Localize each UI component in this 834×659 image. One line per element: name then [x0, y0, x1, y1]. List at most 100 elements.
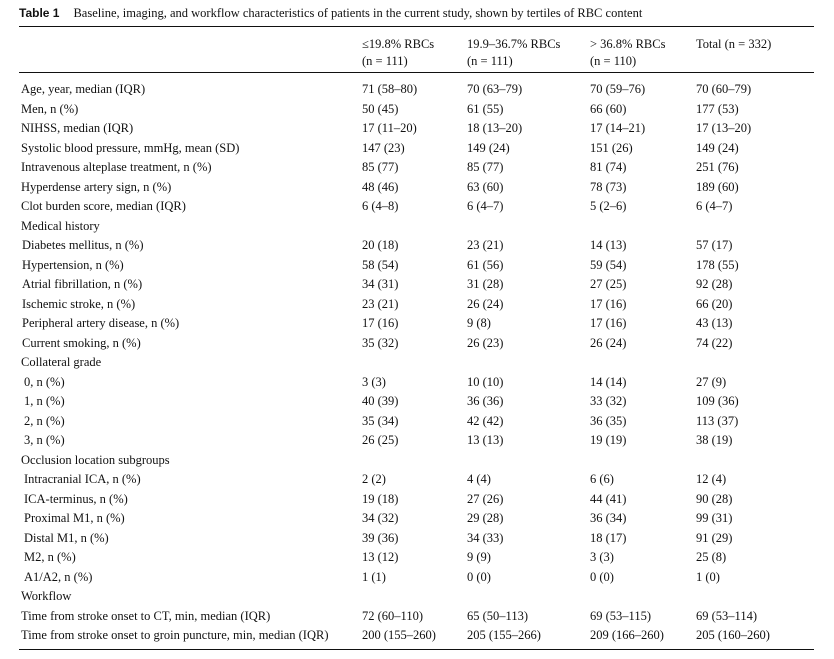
table-cell: 74 (22) — [696, 335, 733, 350]
top-rule — [19, 26, 814, 28]
table-row: Age, year, median (IQR) 71 (58–80) 70 (63–… — [0, 82, 834, 101]
table-cell: 20 (18) — [362, 238, 399, 252]
row-label: ICA-terminus, n (%) — [24, 491, 128, 506]
table-row: Time from stroke onset to CT, min, media… — [0, 609, 834, 628]
table-cell: 4 (4) — [467, 472, 491, 486]
table-cell: 34 (31) — [362, 277, 399, 291]
table-cell: 6 (4–7) — [467, 199, 504, 213]
table-row: 0, n (%) 3 (3) 10 (10) 14 (14) 27 (9) — [0, 375, 834, 394]
table-cell: 17 (16) — [590, 296, 627, 311]
row-label: Time from stroke onset to CT, min, media… — [21, 608, 271, 623]
table-cell: 17 (11–20) — [362, 121, 417, 135]
row-label: Intracranial ICA, n (%) — [24, 472, 141, 486]
table-cell: 0 (0) — [590, 569, 614, 584]
table-row: 2, n (%) 35 (34) 42 (42) 36 (35) 113 (37) — [0, 414, 834, 433]
table-cell: 109 (36) — [696, 394, 739, 408]
column-header-line2: (n = 110) — [590, 54, 637, 68]
table-row: Atrial fibrillation, n (%) 34 (31) 31 (28)… — [0, 277, 834, 296]
table-cell: 19 (18) — [362, 491, 399, 506]
table-cell: 1 (1) — [362, 569, 386, 584]
table-row: Hyperdense artery sign, n (%) 48 (46) 63 (… — [0, 180, 834, 199]
row-label: 2, n (%) — [24, 413, 65, 428]
table-cell: 27 (25) — [590, 277, 627, 291]
table-cell: 27 (26) — [467, 491, 504, 506]
table-row: Time from stroke onset to groin puncture… — [0, 628, 834, 647]
column-header-line2: (n = 111) — [467, 54, 513, 68]
column-header-line2: (n = 111) — [362, 54, 408, 68]
row-label: Atrial fibrillation, n (%) — [22, 277, 143, 291]
row-label: Diabetes mellitus, n (%) — [22, 238, 144, 252]
table-cell: 90 (28) — [696, 491, 733, 506]
table-cell: 91 (29) — [696, 530, 733, 545]
table-cell: 33 (32) — [590, 394, 627, 408]
row-label: M2, n (%) — [24, 550, 76, 564]
table-cell: 40 (39) — [362, 394, 399, 408]
table-caption: Table 1 Baseline, imaging, and workflow c… — [19, 6, 642, 21]
table-row: Peripheral artery disease, n (%) 17 (16) 9… — [0, 316, 834, 335]
table-row: Diabetes mellitus, n (%) 20 (18) 23 (21) 14… — [0, 238, 834, 257]
table-cell: 85 (77) — [467, 160, 504, 174]
row-label: Peripheral artery disease, n (%) — [22, 316, 180, 330]
header-rule — [19, 72, 814, 73]
table-cell: 99 (31) — [696, 511, 733, 525]
table-cell: 0 (0) — [467, 569, 491, 584]
row-label: NIHSS, median (IQR) — [21, 121, 134, 135]
table-cell: 13 (12) — [362, 550, 399, 564]
section-heading-row: Workflow — [0, 589, 834, 608]
table-row: Intracranial ICA, n (%) 2 (2) 4 (4) 6 (6) 12… — [0, 472, 834, 491]
table-cell: 2 (2) — [362, 472, 386, 486]
table-cell: 27 (9) — [696, 374, 727, 389]
table-cell: 12 (4) — [696, 472, 727, 486]
table-cell: 14 (13) — [590, 238, 627, 252]
row-label: 0, n (%) — [24, 374, 65, 389]
bottom-rule — [19, 649, 814, 651]
table-cell: 92 (28) — [696, 277, 733, 291]
table-cell: 38 (19) — [696, 433, 733, 447]
table-cell: 26 (24) — [590, 335, 627, 350]
table-cell: 71 (58–80) — [362, 82, 418, 96]
row-label: 1, n (%) — [24, 394, 65, 408]
column-header-tertile-1: ≤19.8% RBCs (n = 111) — [362, 36, 434, 70]
table-cell: 36 (36) — [467, 394, 504, 408]
table-label: Table 1 — [19, 6, 60, 20]
row-label: Distal M1, n (%) — [24, 530, 109, 545]
table-cell: 70 (60–79) — [696, 82, 752, 96]
table-cell: 251 (76) — [696, 160, 739, 174]
table-cell: 26 (25) — [362, 433, 399, 447]
table-cell: 10 (10) — [467, 374, 504, 389]
row-label: Current smoking, n (%) — [22, 335, 141, 350]
column-header-line1: ≤19.8% RBCs — [362, 37, 435, 51]
table-cell: 36 (35) — [590, 413, 627, 428]
table-cell: 70 (63–79) — [467, 82, 523, 96]
table-cell: 69 (53–114) — [696, 608, 757, 623]
table-cell: 3 (3) — [362, 374, 386, 389]
table-cell: 65 (50–113) — [467, 608, 528, 623]
table-row: 3, n (%) 26 (25) 13 (13) 19 (19) 38 (19) — [0, 433, 834, 452]
table-cell: 35 (32) — [362, 335, 399, 350]
row-label: Age, year, median (IQR) — [21, 82, 146, 96]
table-cell: 149 (24) — [696, 140, 739, 155]
table-row: Men, n (%) 50 (45) 61 (55) 66 (60) 177 (53) — [0, 102, 834, 121]
table-cell: 61 (56) — [467, 257, 504, 272]
table-cell: 17 (13–20) — [696, 121, 752, 135]
table-cell: 66 (20) — [696, 296, 733, 311]
table-cell: 18 (17) — [590, 530, 627, 545]
row-label: Men, n (%) — [21, 101, 79, 116]
column-header-line1: Total (n = 332) — [696, 37, 772, 51]
table-row: ICA-terminus, n (%) 19 (18) 27 (26) 44 (41)… — [0, 492, 834, 511]
table-cell: 34 (32) — [362, 511, 399, 525]
table-cell: 42 (42) — [467, 413, 504, 428]
table-cell: 13 (13) — [467, 433, 504, 447]
table-cell: 72 (60–110) — [362, 608, 423, 623]
table-cell: 189 (60) — [696, 179, 739, 194]
column-header-total: Total (n = 332) — [696, 36, 771, 53]
table-cell: 78 (73) — [590, 179, 627, 194]
table-cell: 9 (8) — [467, 316, 491, 330]
column-header-line1: > 36.8% RBCs — [590, 37, 666, 51]
table-cell: 3 (3) — [590, 550, 614, 564]
table-cell: 63 (60) — [467, 179, 504, 194]
table-row: M2, n (%) 13 (12) 9 (9) 3 (3) 25 (8) — [0, 550, 834, 569]
table-cell: 17 (16) — [362, 316, 399, 330]
table-cell: 36 (34) — [590, 511, 627, 525]
table-cell: 57 (17) — [696, 238, 733, 252]
